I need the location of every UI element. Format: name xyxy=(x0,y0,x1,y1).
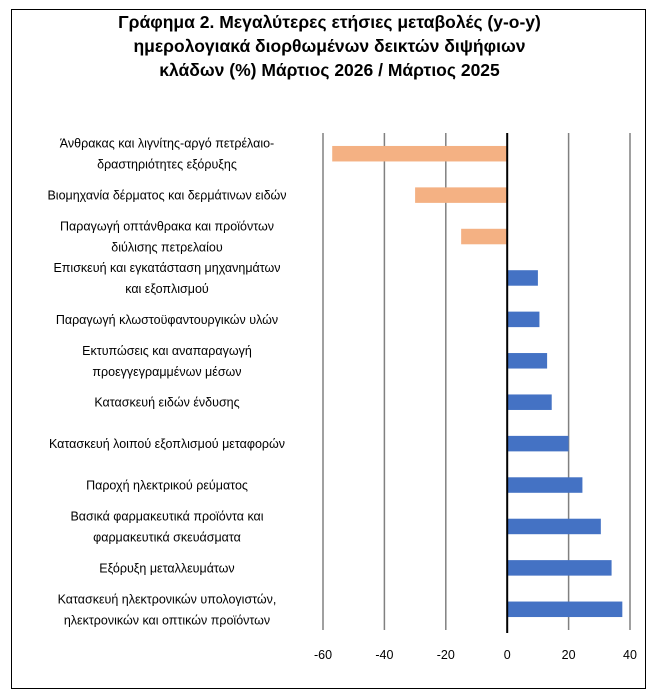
x-tick-label: 20 xyxy=(562,648,576,662)
category-label: Παραγωγή κλωστοϋφαντουργικών υλών xyxy=(56,313,278,327)
category-label-line: και εξοπλισμού xyxy=(125,282,209,296)
chart-title-line-3: κλάδων (%) Μάρτιος 2026 / Μάρτιος 2025 xyxy=(159,60,500,80)
category-label-line: Παραγωγή οπτάνθρακα και προϊόντων xyxy=(60,220,274,234)
bar xyxy=(332,145,508,162)
category-label-line: Άνθρακας και λιγνίτης-αργό πετρέλαιο- xyxy=(60,137,274,151)
category-label-line: Κατασκευή λοιπού εξοπλισμού μεταφορών xyxy=(49,437,285,451)
category-label-line: διύλισης πετρελαίου xyxy=(111,241,223,255)
x-tick-label: -40 xyxy=(375,648,393,662)
bar xyxy=(507,477,583,493)
bar xyxy=(507,518,601,535)
category-label: Κατασκευή ειδών ένδυσης xyxy=(94,396,239,410)
category-label-line: Επισκευή και εγκατάσταση μηχανημάτων xyxy=(53,261,280,275)
category-label: Εξόρυξη μεταλλευμάτων xyxy=(99,561,234,575)
category-label-line: Παροχή ηλεκτρικού ρεύματος xyxy=(86,479,248,493)
chart-frame xyxy=(11,9,646,689)
category-label: Εκτυπώσεις και αναπαραγωγή προεγγεγραμμέν… xyxy=(82,344,252,379)
bar xyxy=(507,353,548,369)
category-label-line: Εκτυπώσεις και αναπαραγωγή xyxy=(82,344,252,358)
bar xyxy=(461,228,508,245)
category-label-line: Εξόρυξη μεταλλευμάτων xyxy=(99,561,234,575)
bar xyxy=(507,601,623,618)
chart-title-line-1: Γράφημα 2. Μεγαλύτερες ετήσιες μεταβολές… xyxy=(118,12,541,32)
category-label: Παροχή ηλεκτρικού ρεύματος xyxy=(86,479,248,493)
category-label: Βιομηχανία δέρματος και δερμάτινων ειδών xyxy=(47,189,286,203)
bar xyxy=(507,311,540,328)
bar xyxy=(507,560,612,576)
x-tick-label: 0 xyxy=(504,648,511,662)
x-tick-label: 40 xyxy=(623,648,637,662)
category-label-line: προεγγεγραμμένων μέσων xyxy=(92,365,241,379)
category-label-line: ηλεκτρονικών και οπτικών προϊόντων xyxy=(64,613,270,627)
category-label-line: Βιομηχανία δέρματος και δερμάτινων ειδών xyxy=(47,189,286,203)
bar-chart: Άνθρακας και λιγνίτης-αργό πετρέλαιο-δρα… xyxy=(47,133,637,662)
category-label: Κατασκευή λοιπού εξοπλισμού μεταφορών xyxy=(49,437,285,451)
x-tick-label: -20 xyxy=(437,648,455,662)
category-label: Επισκευή και εγκατάσταση μηχανημάτων και … xyxy=(53,261,280,296)
bar xyxy=(507,394,552,410)
category-label-line: δραστηριότητες εξόρυξης xyxy=(97,158,237,172)
category-label: Κατασκευή ηλεκτρονικών υπολογιστών, ηλεκτ… xyxy=(58,592,277,627)
category-label: Άνθρακας και λιγνίτης-αργό πετρέλαιο-δρα… xyxy=(60,137,274,172)
category-label-line: Κατασκευή ειδών ένδυσης xyxy=(94,396,239,410)
chart-title-line-2: ημερολογιακά διορθωμένων δεικτών διψήφιω… xyxy=(133,36,526,56)
category-label-line: φαρμακευτικά σκευάσματα xyxy=(93,530,241,544)
bar xyxy=(415,187,508,203)
category-label: Βασικά φαρμακευτικά προϊόντα και φαρμακευ… xyxy=(70,509,263,544)
category-label-line: Κατασκευή ηλεκτρονικών υπολογιστών, xyxy=(58,592,277,606)
category-label: Παραγωγή οπτάνθρακα και προϊόντων διύλιση… xyxy=(60,220,274,255)
x-tick-label: -60 xyxy=(314,648,332,662)
bar xyxy=(507,270,538,286)
bar xyxy=(507,435,569,452)
category-label-line: Βασικά φαρμακευτικά προϊόντα και xyxy=(70,509,263,523)
category-label-line: Παραγωγή κλωστοϋφαντουργικών υλών xyxy=(56,313,278,327)
chart-title: Γράφημα 2. Μεγαλύτερες ετήσιες μεταβολές… xyxy=(0,10,659,82)
